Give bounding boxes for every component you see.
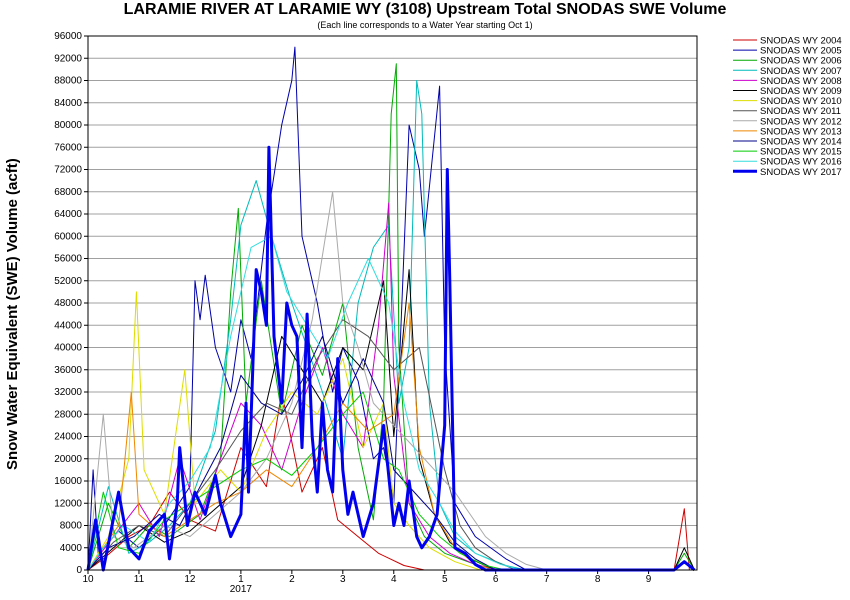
y-tick-label: 4000: [60, 543, 83, 554]
x-tick-label: 11: [134, 574, 145, 585]
y-tick-label: 8000: [60, 521, 83, 532]
y-tick-label: 44000: [54, 320, 82, 331]
y-tick-label: 0: [76, 565, 82, 576]
x-tick-label: 1: [238, 574, 244, 585]
x-tick-label: 2: [289, 574, 295, 585]
y-tick-label: 24000: [54, 432, 82, 443]
legend-label: SNODAS WY 2012: [760, 116, 842, 127]
x-tick-label: 8: [595, 574, 601, 585]
y-tick-label: 20000: [54, 454, 82, 465]
x-tick-label: 9: [646, 574, 652, 585]
legend-label: SNODAS WY 2011: [760, 106, 841, 117]
y-tick-label: 76000: [54, 142, 82, 153]
series-line: [87, 319, 695, 571]
y-tick-label: 64000: [54, 209, 82, 220]
y-tick-label: 60000: [54, 231, 82, 242]
y-tick-label: 12000: [54, 498, 82, 509]
chart-title: LARAMIE RIVER AT LARAMIE WY (3108) Upstr…: [123, 1, 727, 18]
x-tick-label: 12: [184, 574, 196, 585]
x-tick-label: 6: [493, 574, 499, 585]
legend-label: SNODAS WY 2013: [760, 126, 842, 137]
y-tick-label: 72000: [54, 165, 82, 176]
x-tick-label: 3: [340, 574, 346, 585]
y-tick-label: 96000: [54, 31, 82, 42]
y-tick-label: 28000: [54, 409, 82, 420]
y-tick-label: 68000: [54, 187, 82, 198]
plot-frame: [87, 35, 698, 571]
legend-label: SNODAS WY 2009: [760, 86, 842, 97]
y-tick-label: 36000: [54, 365, 82, 376]
x-tick-label: 10: [82, 574, 94, 585]
x-tick-label: 5: [442, 574, 448, 585]
y-tick-label: 80000: [54, 120, 82, 131]
y-tick-label: 32000: [54, 387, 82, 398]
legend-label: SNODAS WY 2004: [760, 36, 842, 47]
y-tick-label: 56000: [54, 254, 82, 265]
chart-subtitle: (Each line corresponds to a Water Year s…: [317, 20, 533, 30]
y-tick-label: 84000: [54, 98, 82, 109]
series-line: [87, 235, 695, 571]
y-tick-label: 52000: [54, 276, 82, 287]
series-line: [87, 391, 695, 571]
series-line: [87, 291, 695, 571]
y-tick-label: 88000: [54, 76, 82, 87]
series-line: [87, 202, 695, 571]
x-tick-label: 4: [391, 574, 397, 585]
legend-label: SNODAS WY 2015: [760, 147, 842, 158]
legend-label: SNODAS WY 2017: [760, 167, 842, 178]
y-tick-label: 48000: [54, 298, 82, 309]
legend-label: SNODAS WY 2014: [760, 137, 842, 148]
x-year-label: 2017: [230, 584, 253, 595]
legend-label: SNODAS WY 2006: [760, 56, 842, 67]
legend-label: SNODAS WY 2007: [760, 66, 842, 77]
y-tick-label: 16000: [54, 476, 82, 487]
legend-label: SNODAS WY 2008: [760, 76, 842, 87]
legend-label: SNODAS WY 2016: [760, 157, 842, 168]
series-line: [87, 335, 695, 571]
series-line: [86, 145, 696, 572]
legend-label: SNODAS WY 2010: [760, 96, 842, 107]
y-tick-label: 92000: [54, 53, 82, 64]
y-tick-label: 40000: [54, 343, 82, 354]
legend-label: SNODAS WY 2005: [760, 46, 842, 57]
x-tick-label: 7: [544, 574, 550, 585]
